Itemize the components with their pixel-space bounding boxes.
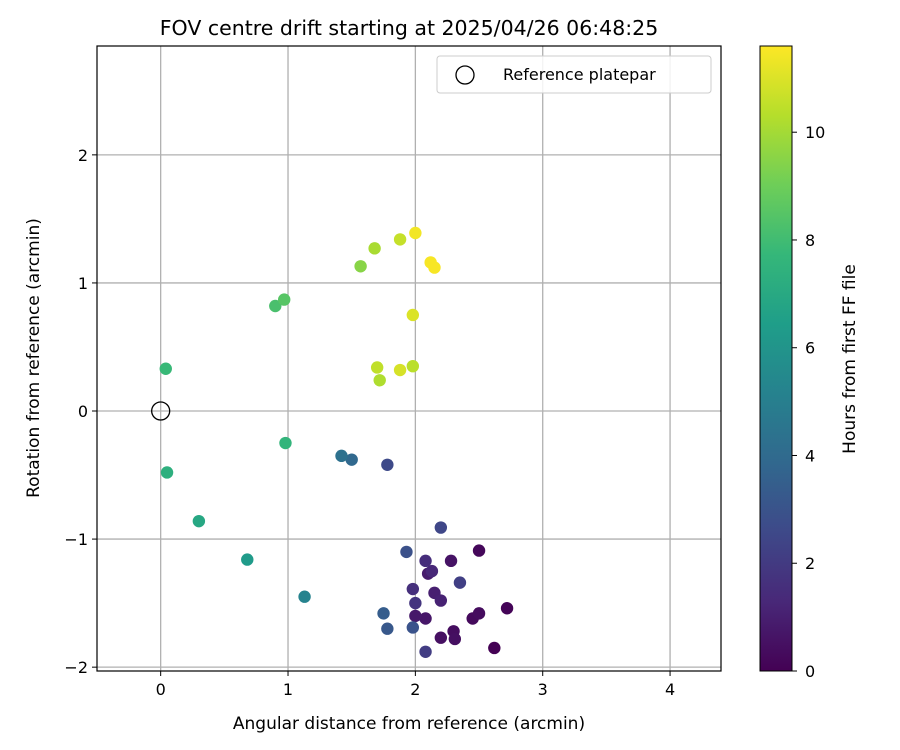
data-point: [409, 226, 422, 240]
x-tick-label: 3: [538, 680, 548, 699]
x-tick-label: 2: [410, 680, 420, 699]
data-point: [373, 374, 386, 387]
x-tick-label: 1: [283, 680, 293, 699]
plot-frame: [96, 45, 722, 672]
data-point: [406, 308, 420, 322]
y-tick-label: 1: [78, 274, 88, 293]
colorbar-label: Hours from first FF file: [840, 264, 860, 454]
data-point: [381, 458, 394, 472]
y-tick-label: 0: [78, 402, 88, 421]
data-point: [472, 544, 486, 557]
legend: Reference platepar: [436, 55, 712, 94]
data-point: [377, 607, 390, 620]
data-point: [472, 607, 486, 620]
legend-label: Reference platepar: [503, 65, 656, 84]
colorbar-ticks: 0 2 4 6 8 10: [792, 123, 825, 681]
reference-platepar-marker: [151, 401, 171, 421]
y-tick-label: 2: [78, 146, 88, 165]
data-point: [278, 293, 291, 306]
colorbar-tick-label: 8: [805, 231, 815, 250]
data-point: [448, 632, 462, 646]
data-point: [434, 521, 448, 534]
data-point: [500, 602, 514, 615]
data-point: [381, 622, 394, 635]
colorbar: [759, 45, 793, 672]
data-points: [151, 226, 514, 658]
data-point: [488, 641, 501, 655]
data-point: [434, 594, 448, 607]
data-point: [419, 645, 432, 658]
x-tick-label: 0: [156, 680, 166, 699]
data-point: [428, 261, 441, 274]
data-point: [409, 596, 422, 610]
data-point: [370, 361, 384, 374]
data-point: [335, 449, 348, 463]
data-point: [419, 554, 432, 568]
colorbar-tick-label: 6: [805, 339, 815, 358]
legend-box: [436, 55, 712, 94]
x-axis-label: Angular distance from reference (arcmin): [233, 714, 585, 734]
data-point: [298, 590, 311, 603]
data-point: [406, 359, 420, 373]
data-point: [160, 466, 174, 479]
legend-marker-open-circle: [455, 65, 475, 85]
chart-title: FOV centre drift starting at 2025/04/26 …: [160, 16, 659, 40]
data-point: [241, 553, 254, 566]
data-point: [354, 260, 367, 273]
data-point: [393, 363, 407, 377]
colorbar-tick-label: 2: [805, 554, 815, 573]
y-tick-label: −1: [64, 530, 88, 549]
data-point: [192, 514, 206, 528]
colorbar-tick-label: 0: [805, 662, 815, 681]
data-point: [409, 609, 422, 623]
data-point: [400, 545, 413, 559]
data-point: [279, 436, 292, 450]
colorbar-tick-label: 10: [805, 123, 825, 142]
data-point: [406, 621, 420, 634]
data-point: [393, 233, 407, 246]
data-point: [453, 576, 467, 589]
data-point: [419, 612, 432, 625]
data-point: [444, 554, 458, 568]
data-point: [345, 453, 358, 466]
data-point: [269, 299, 282, 313]
data-point: [434, 631, 448, 644]
data-point: [425, 564, 439, 578]
data-point: [159, 362, 172, 375]
x-tick-label: 4: [665, 680, 675, 699]
data-point: [406, 582, 420, 596]
y-axis-label: Rotation from reference (arcmin): [24, 218, 44, 498]
colorbar-tick-label: 4: [805, 446, 815, 465]
axes: 0 1 2 3 4 2 1 0 −1 −2: [64, 146, 675, 699]
y-tick-label: −2: [64, 658, 88, 677]
data-point: [368, 242, 381, 255]
grid: [97, 46, 721, 671]
